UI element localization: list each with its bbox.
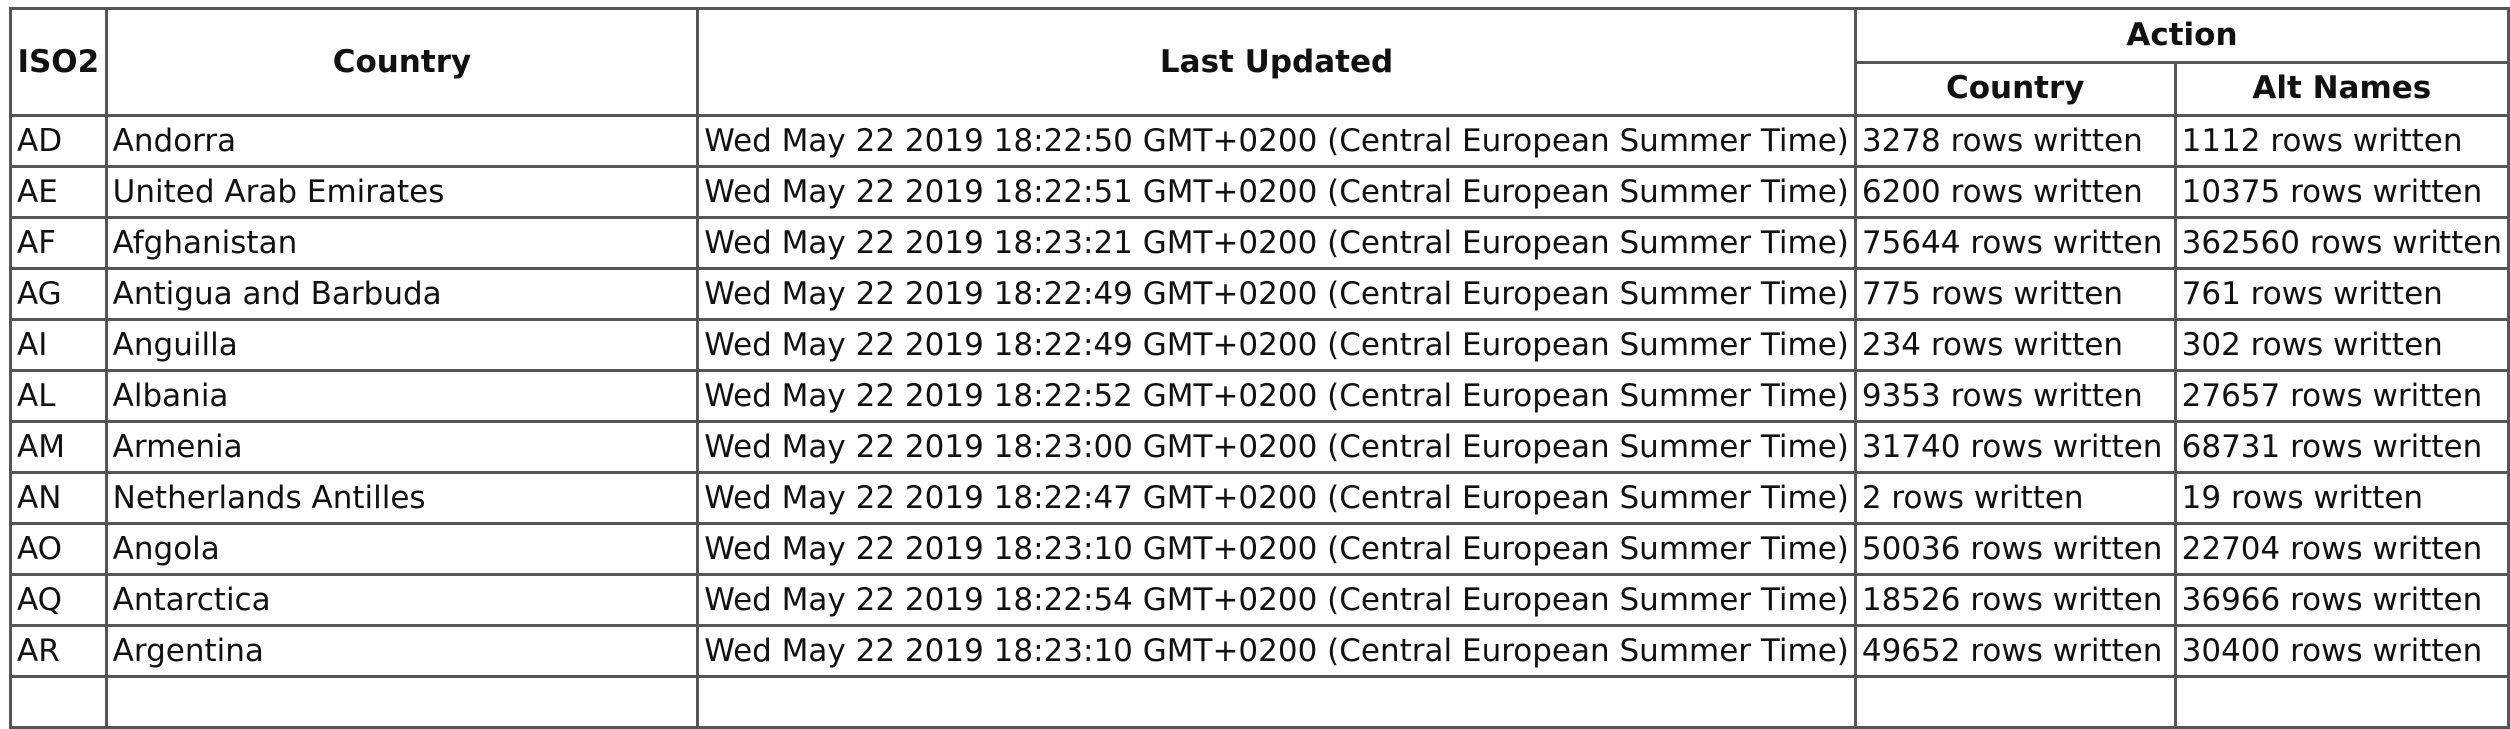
cell-action-alt-names: 10375 rows written: [2173, 165, 2510, 219]
table-row: AD Andorra Wed May 22 2019 18:22:50 GMT+02…: [9, 114, 2510, 168]
cell-action-alt-names: 36966 rows written: [2173, 573, 2510, 627]
cell-action-country: 2 rows written: [1853, 471, 2177, 525]
table-row: AN Netherlands Antilles Wed May 22 2019 18…: [9, 471, 2510, 525]
header-action: Action: [1853, 7, 2510, 64]
header-action-country: Country: [1853, 60, 2177, 117]
table-row: AO Angola Wed May 22 2019 18:23:10 GMT+020…: [9, 522, 2510, 576]
table-row: AL Albania Wed May 22 2019 18:22:52 GMT+02…: [9, 369, 2510, 423]
cell-action-alt-names: 1112 rows written: [2173, 114, 2510, 168]
cell-last-updated: Wed May 22 2019 18:22:51 GMT+0200 (Centr…: [696, 165, 1857, 219]
table-row: AG Antigua and Barbuda Wed May 22 2019 18:…: [9, 267, 2510, 321]
cell-action-country: 3278 rows written: [1853, 114, 2177, 168]
cell-country: United Arab Emirates: [104, 165, 700, 219]
cell-iso2: AR: [9, 624, 108, 678]
cell-action-country: 18526 rows written: [1853, 573, 2177, 627]
table-row: AI Anguilla Wed May 22 2019 18:22:49 GMT+0…: [9, 318, 2510, 372]
table-header: ISO2 Country Last Updated Action Country…: [9, 7, 2510, 117]
cell-action-country: 31740 rows written: [1853, 420, 2177, 474]
header-last-updated: Last Updated: [696, 7, 1857, 117]
cell-action-country: 49652 rows written: [1853, 624, 2177, 678]
table-row: AE United Arab Emirates Wed May 22 2019 18…: [9, 165, 2510, 219]
cell-country: Armenia: [104, 420, 700, 474]
cell-last-updated: Wed May 22 2019 18:22:49 GMT+0200 (Centr…: [696, 267, 1857, 321]
cell-action-alt-names: 302 rows written: [2173, 318, 2510, 372]
cell-action-alt-names: 22704 rows written: [2173, 522, 2510, 576]
cell-iso2: AL: [9, 369, 108, 423]
cell-action-country: 6200 rows written: [1853, 165, 2177, 219]
cell-last-updated: Wed May 22 2019 18:22:54 GMT+0200 (Centr…: [696, 573, 1857, 627]
cell-country: Argentina: [104, 624, 700, 678]
cell-action-country: 9353 rows written: [1853, 369, 2177, 423]
cell-country: Netherlands Antilles: [104, 471, 700, 525]
cell-country: Antigua and Barbuda: [104, 267, 700, 321]
cell-action-alt-names: 362560 rows written: [2173, 216, 2510, 270]
cell-action-alt-names: 761 rows written: [2173, 267, 2510, 321]
cell-action-country: 775 rows written: [1853, 267, 2177, 321]
cell-country: Albania: [104, 369, 700, 423]
cell-last-updated: Wed May 22 2019 18:23:10 GMT+0200 (Centr…: [696, 624, 1857, 678]
table-body: AD Andorra Wed May 22 2019 18:22:50 GMT+02…: [9, 114, 2510, 729]
cell-country: Anguilla: [104, 318, 700, 372]
cell-last-updated: Wed May 22 2019 18:23:10 GMT+0200 (Centr…: [696, 522, 1857, 576]
table-row: AF Afghanistan Wed May 22 2019 18:23:21 GM…: [9, 216, 2510, 270]
cell-country: Antarctica: [104, 573, 700, 627]
cell-last-updated: Wed May 22 2019 18:22:52 GMT+0200 (Centr…: [696, 369, 1857, 423]
cell-iso2: AM: [9, 420, 108, 474]
cell-iso2: AN: [9, 471, 108, 525]
table-row: AQ Antarctica Wed May 22 2019 18:22:54 GMT…: [9, 573, 2510, 627]
cell-iso2: AI: [9, 318, 108, 372]
cell-iso2: AD: [9, 114, 108, 168]
header-country: Country: [104, 7, 700, 117]
cell-iso2: AE: [9, 165, 108, 219]
cell-last-updated: Wed May 22 2019 18:22:50 GMT+0200 (Centr…: [696, 114, 1857, 168]
cell-action-country: 50036 rows written: [1853, 522, 2177, 576]
cell-last-updated: Wed May 22 2019 18:22:49 GMT+0200 (Centr…: [696, 318, 1857, 372]
cell-last-updated: Wed May 22 2019 18:22:47 GMT+0200 (Centr…: [696, 471, 1857, 525]
table-row: AM Armenia Wed May 22 2019 18:23:00 GMT+02…: [9, 420, 2510, 474]
cell-iso2: AO: [9, 522, 108, 576]
cell-action-alt-names: 30400 rows written: [2173, 624, 2510, 678]
cell-action-country: 75644 rows written: [1853, 216, 2177, 270]
cell-action-country: 234 rows written: [1853, 318, 2177, 372]
cell-country: Angola: [104, 522, 700, 576]
header-iso2: ISO2: [9, 7, 108, 117]
cell-iso2: AG: [9, 267, 108, 321]
table-row: AR Argentina Wed May 22 2019 18:23:10 GMT+…: [9, 624, 2510, 678]
cell-action-alt-names: 19 rows written: [2173, 471, 2510, 525]
cell-last-updated: Wed May 22 2019 18:23:21 GMT+0200 (Centr…: [696, 216, 1857, 270]
cell-last-updated: Wed May 22 2019 18:23:00 GMT+0200 (Centr…: [696, 420, 1857, 474]
cell-country: Andorra: [104, 114, 700, 168]
cell-iso2: AQ: [9, 573, 108, 627]
cell-country: Afghanistan: [104, 216, 700, 270]
cell-action-alt-names: 27657 rows written: [2173, 369, 2510, 423]
cell-iso2: AF: [9, 216, 108, 270]
header-action-alt-names: Alt Names: [2173, 60, 2510, 117]
cell-action-alt-names: 68731 rows written: [2173, 420, 2510, 474]
country-import-table: ISO2 Country Last Updated Action Country…: [9, 7, 2510, 729]
